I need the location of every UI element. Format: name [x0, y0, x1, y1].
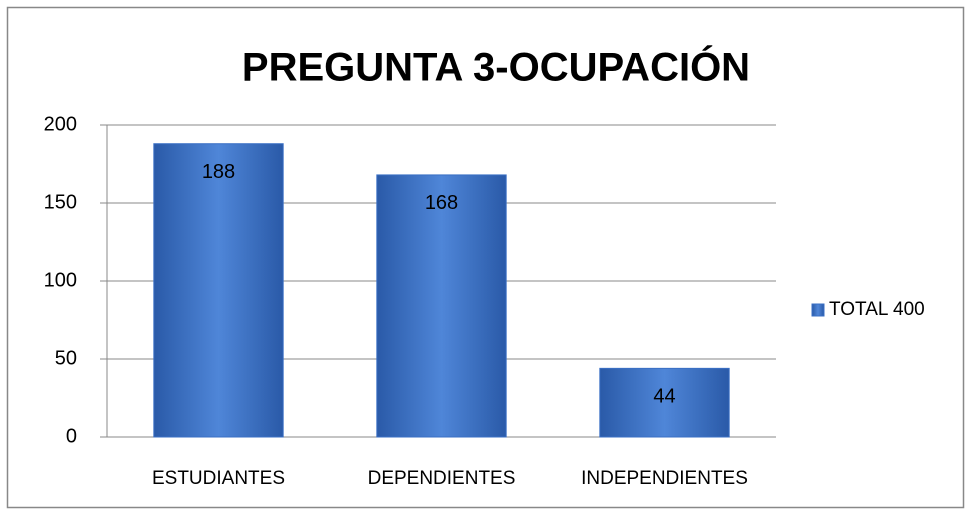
legend-swatch	[811, 303, 825, 317]
x-tick-label: ESTUDIANTES	[152, 468, 285, 489]
bar	[599, 367, 730, 438]
y-tick-label: 0	[66, 425, 77, 447]
y-tick-label: 100	[44, 269, 77, 291]
data-label: 168	[425, 192, 458, 214]
x-tick-label: DEPENDIENTES	[368, 468, 516, 489]
y-tick-label: 50	[55, 347, 77, 369]
data-label: 44	[653, 386, 675, 408]
bar	[376, 174, 507, 438]
data-label: 188	[202, 161, 235, 183]
y-tick-label: 200	[44, 113, 77, 135]
legend-label: TOTAL 400	[829, 299, 925, 320]
chart-title: PREGUNTA 3-OCUPACIÓN	[242, 44, 750, 90]
y-tick-label: 150	[44, 191, 77, 213]
x-tick-label: INDEPENDIENTES	[581, 468, 748, 489]
bar	[153, 143, 284, 438]
